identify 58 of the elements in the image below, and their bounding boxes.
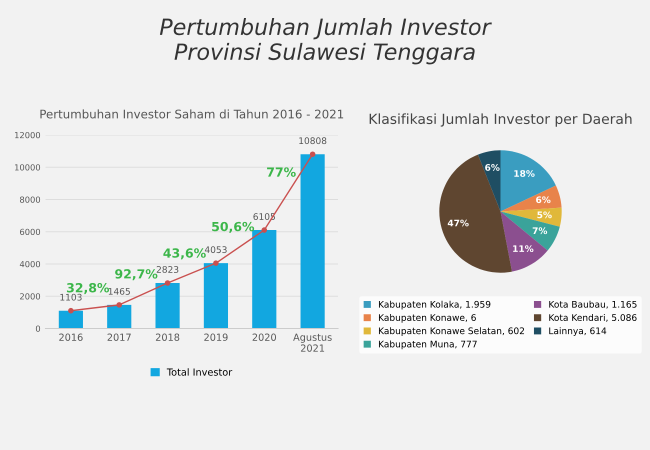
y-tick-label: 8000 [20,196,40,203]
point [116,302,122,308]
legend-label: Total Investor [166,368,232,376]
legend-label: Kota Baubau, 1.165 [549,300,637,309]
x-tick-label: 2017 [108,334,131,341]
data-label: 2823 [156,266,178,273]
chart-title: Klasifikasi Jumlah Investor per Daerah [370,113,632,127]
annotation: 50,6% [212,222,254,233]
legend-label: Kabupaten Kolaka, 1.959 [378,300,490,310]
bar [107,304,132,328]
pie-slice [500,208,562,227]
pie-slice [500,185,562,212]
y-tick-label: 10000 [15,164,40,171]
point [261,227,268,233]
legend-label: Lainnya, 614 [549,327,606,336]
point [213,260,219,266]
annotation: 92,7% [115,269,158,280]
annotation: 32,8% [66,283,110,294]
bar [58,310,83,328]
data-label: 7% [532,227,548,234]
pie-slice [478,150,500,212]
legend-label: Kabupaten Konawe, 6 [378,314,476,323]
point [310,151,316,157]
data-label: 10808 [299,137,326,144]
data-label: 4053 [204,246,227,254]
pie-slice [500,150,556,212]
annotation: 43,6% [163,248,206,260]
chart-subtitle: Pertumbuhan Investor Saham di Tahun 2016 - 2021 [40,109,344,118]
chart-title: Pertumbuhan Jumlah Investor Provinsi Sulawesi Tenggara [160,18,492,64]
y-tick-label: 6000 [20,228,40,236]
data-label: 1103 [60,294,82,301]
y-tick-label: 4000 [20,260,40,268]
annotation: 77% [267,167,296,177]
data-label: 1465 [108,288,130,295]
x-tick-label: 2020 [252,334,276,341]
data-label: 6% [536,196,551,204]
y-tick-label: 2000 [20,293,40,300]
y-tick-label: 0 [36,325,40,332]
point [164,280,170,286]
bar [300,154,325,328]
x-tick-label: 2016 [59,334,83,341]
y-tick-label: 12000 [15,132,40,138]
pie-slice [439,154,512,273]
data-label: 6% [485,164,500,171]
legend-label: Kota Kendari, 5.086 [549,314,637,322]
data-label: 47% [448,220,469,226]
x-tick-label: Agustus 2021 [293,334,332,352]
x-tick-label: 2018 [156,334,180,341]
bar [155,282,180,328]
point [68,308,74,314]
bar [204,263,228,328]
x-tick-label: 2019 [204,334,228,341]
legend-label: Kabupaten Konawe Selatan, 602 [378,327,524,336]
data-label: 18% [514,170,535,177]
legend-label: Kabupaten Muna, 777 [378,340,477,350]
data-label: 11% [513,245,534,252]
pie-slice [500,212,560,251]
data-label: 5% [537,211,552,218]
